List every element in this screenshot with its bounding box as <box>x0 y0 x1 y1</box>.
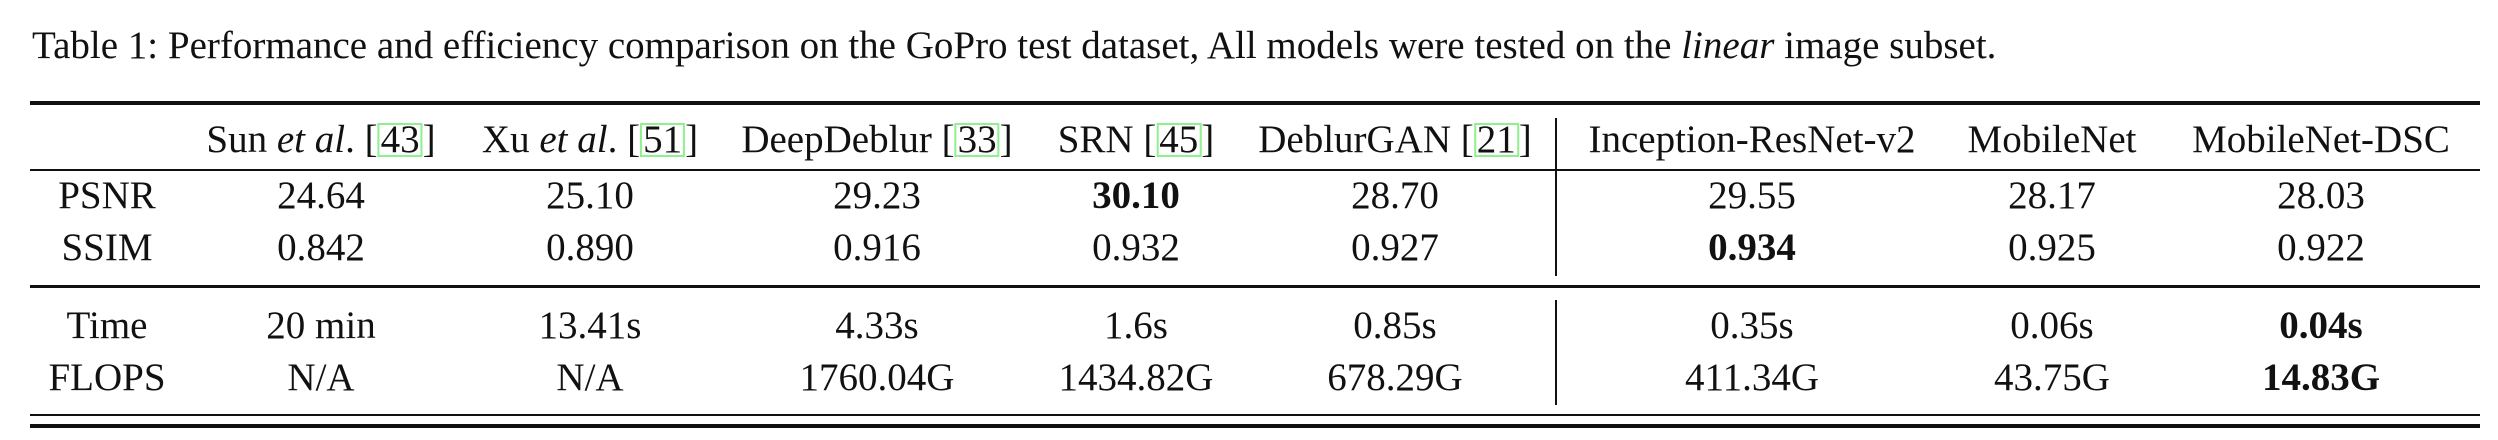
table-cell: 20 min <box>266 304 376 347</box>
column-name: Sun <box>206 118 277 161</box>
column-divider <box>1555 300 1557 405</box>
table-cell: 0.35s <box>1710 304 1794 347</box>
column-name-italic: et al <box>539 118 608 161</box>
table-cell: 0.85s <box>1353 304 1437 347</box>
table-cell: 1760.04G <box>799 356 955 399</box>
mid-rule <box>30 285 2480 288</box>
table-cell: 0.04s <box>2279 304 2363 347</box>
column-name-italic: et al <box>276 118 346 161</box>
citation-link[interactable]: 21 <box>1473 120 1519 159</box>
citation-bracket: ] <box>685 118 699 161</box>
citation-link[interactable]: 43 <box>377 120 423 159</box>
citation-bracket: ] <box>1201 118 1215 161</box>
table-cell: 28.17 <box>2008 174 2096 217</box>
top-rule <box>30 101 2480 105</box>
table-cell: 0.927 <box>1351 226 1439 269</box>
citation-link[interactable]: 33 <box>954 120 1000 159</box>
table-cell: 24.64 <box>277 174 365 217</box>
column-name: DeepDeblur [ <box>741 118 955 161</box>
column-header: Inception-ResNet-v2 <box>1588 118 1915 162</box>
table-cell: 28.03 <box>2277 174 2365 217</box>
column-name: MobileNet-DSC <box>2192 118 2450 161</box>
table-cell: 0.934 <box>1708 226 1796 269</box>
table-cell: 14.83G <box>2261 356 2381 399</box>
column-name: Xu <box>481 118 540 161</box>
column-name-punct: . [ <box>345 118 378 161</box>
table-cell: 1434.82G <box>1058 356 1214 399</box>
row-label-time: Time <box>66 304 148 347</box>
table-cell: 0.890 <box>546 226 634 269</box>
row-label-ssim: SSIM <box>61 226 153 269</box>
column-header: MobileNet <box>1968 118 2137 162</box>
column-name: SRN [ <box>1057 118 1157 161</box>
table-cell: 30.10 <box>1092 174 1180 217</box>
table-cell: 43.75G <box>1994 356 2110 399</box>
column-name: Inception-ResNet-v2 <box>1588 118 1916 161</box>
column-name: MobileNet <box>1967 118 2137 161</box>
table-cell: 29.55 <box>1708 174 1796 217</box>
citation-bracket: ] <box>1518 118 1532 161</box>
column-header: DeblurGAN [21] <box>1258 118 1532 162</box>
table-cell: 0.06s <box>2010 304 2094 347</box>
table-cell: 1.6s <box>1104 304 1168 347</box>
table-cell: 29.23 <box>833 174 921 217</box>
bottom-rule-thick <box>30 424 2480 428</box>
table-caption: Table 1: Performance and efficiency comp… <box>32 22 1996 70</box>
table-cell: 0.842 <box>277 226 365 269</box>
column-name-punct: . [ <box>607 118 641 161</box>
table-cell: 13.41s <box>538 304 642 347</box>
table-cell: 0.925 <box>2008 226 2096 269</box>
caption-italic: linear <box>1681 24 1775 67</box>
caption-suffix: image subset. <box>1774 24 1997 67</box>
table-cell: 0.916 <box>833 226 921 269</box>
citation-link[interactable]: 51 <box>640 120 686 159</box>
column-header: Xu et al. [51] <box>482 118 698 162</box>
bottom-rule-thin <box>30 414 2480 416</box>
table-cell: 0.932 <box>1092 226 1180 269</box>
table-cell: 411.34G <box>1685 356 1819 399</box>
table-cell: N/A <box>556 356 624 399</box>
table-cell: 28.70 <box>1351 174 1439 217</box>
citation-link[interactable]: 45 <box>1156 120 1202 159</box>
column-header: DeepDeblur [33] <box>741 118 1012 162</box>
table-cell: N/A <box>287 356 355 399</box>
column-header: MobileNet-DSC <box>2192 118 2450 162</box>
row-label-flops: FLOPS <box>48 356 166 399</box>
citation-bracket: ] <box>999 118 1013 161</box>
column-divider <box>1555 118 1557 276</box>
row-label-psnr: PSNR <box>58 174 156 217</box>
table-cell: 0.922 <box>2277 226 2365 269</box>
column-header: Sun et al. [43] <box>206 118 435 162</box>
table-cell: 678.29G <box>1327 356 1463 399</box>
column-name: DeblurGAN [ <box>1258 118 1474 161</box>
caption-text: Table 1: Performance and efficiency comp… <box>32 24 1682 67</box>
table-cell: 25.10 <box>546 174 634 217</box>
citation-bracket: ] <box>422 118 436 161</box>
table-cell: 4.33s <box>835 304 919 347</box>
header-rule <box>30 169 2480 171</box>
column-header: SRN [45] <box>1058 118 1215 162</box>
